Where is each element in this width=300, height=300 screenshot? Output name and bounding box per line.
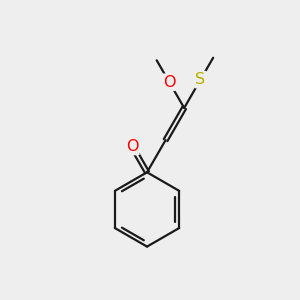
Text: S: S [196, 72, 206, 87]
Text: O: O [163, 75, 176, 90]
Text: O: O [126, 139, 138, 154]
